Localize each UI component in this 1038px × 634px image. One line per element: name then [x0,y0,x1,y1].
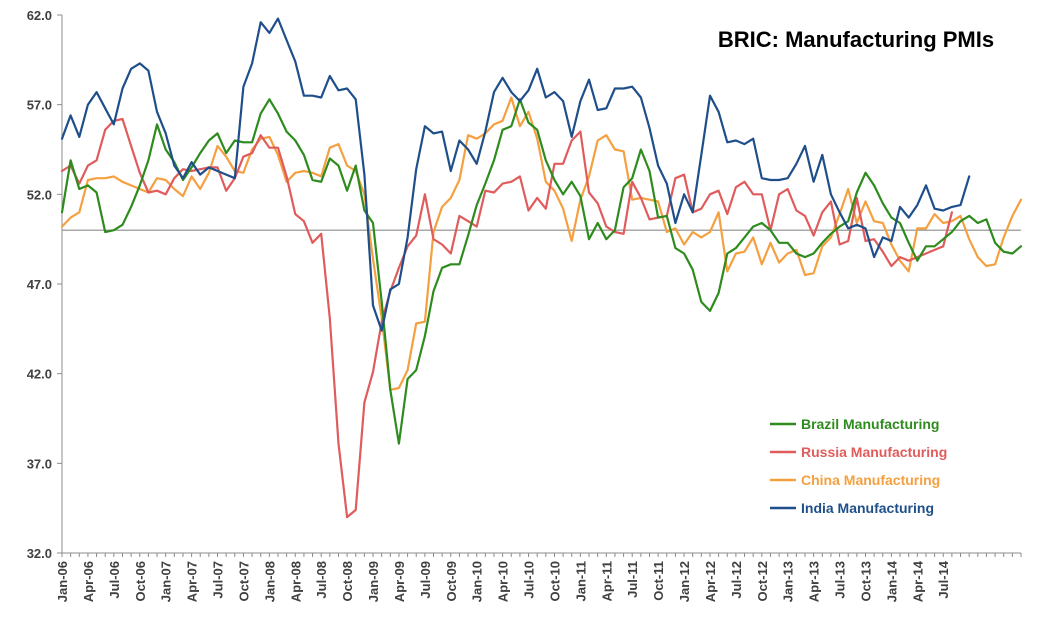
y-tick-label: 52.0 [27,187,52,202]
x-tick-label: Jul-14 [936,560,951,598]
x-tick-label: Apr-10 [496,561,511,602]
x-tick-label: Oct-12 [755,561,770,601]
x-tick-label: Oct-11 [651,561,666,601]
x-tick-label: Jan-11 [573,561,588,601]
axes: 32.0 37.0 42.0 47.0 52.0 57.0 62.0 Jan-06 Apr-06… [27,8,1022,602]
x-tick-label: Jul-06 [107,561,122,599]
x-tick-label: Apr-13 [807,561,822,602]
x-tick-label: Jan-08 [262,561,277,602]
series-group [60,17,1023,519]
x-tick-label: Jul-09 [418,561,433,599]
series-line-brazil-manufacturing [60,98,1023,445]
x-tick-label: Jan-09 [366,561,381,602]
x-tick-label: Jan-06 [55,561,70,602]
x-tick-label: Jan-10 [470,561,485,602]
x-tick-label: Jul-11 [625,561,640,598]
x-tick-label: Jan-13 [781,561,796,602]
x-tick-label: Jul-07 [211,561,226,599]
x-tick-label: Apr-14 [910,560,925,602]
x-tick-label: Jan-14 [884,560,899,602]
series-line-china-manufacturing [60,96,1023,391]
x-tick-label: Jul-08 [314,561,329,599]
legend: Brazil Manufacturing Russia Manufacturing… [770,416,947,516]
x-tick-label: Jul-13 [833,561,848,599]
x-tick-label: Jan-07 [159,561,174,602]
x-tick-label: Oct-09 [444,561,459,601]
chart-title: BRIC: Manufacturing PMIs [718,27,994,52]
legend-label: Brazil Manufacturing [801,416,939,432]
y-tick-label: 47.0 [27,277,52,292]
x-tick-label: Oct-08 [340,561,355,601]
y-tick-label: 62.0 [27,8,52,23]
x-tick-label: Apr-08 [288,561,303,602]
legend-label: India Manufacturing [801,500,934,516]
x-tick-label: Apr-07 [185,561,200,602]
x-tick-label: Oct-13 [858,561,873,601]
x-tick-label: Apr-11 [599,561,614,601]
series-line-india-manufacturing [60,17,971,332]
y-tick-label: 32.0 [27,546,52,561]
y-tick-label: 42.0 [27,367,52,382]
x-tick-label: Jul-10 [522,561,537,599]
x-tick-label: Jul-12 [729,561,744,599]
x-tick-label: Apr-06 [81,561,96,602]
legend-label: China Manufacturing [801,472,940,488]
legend-label: Russia Manufacturing [801,444,947,460]
x-tick-label: Oct-07 [236,561,251,601]
x-tick-label: Apr-09 [392,561,407,602]
x-tick-label: Oct-10 [547,561,562,601]
y-tick-label: 37.0 [27,456,52,471]
x-tick-label: Apr-12 [703,561,718,602]
x-tick-label: Oct-06 [133,561,148,601]
x-tick-label: Jan-12 [677,561,692,602]
y-tick-label: 57.0 [27,98,52,113]
